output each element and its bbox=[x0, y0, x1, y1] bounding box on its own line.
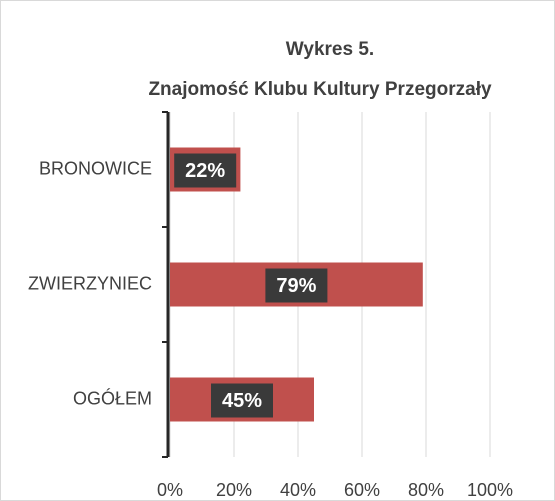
chart-title: Wykres 5. bbox=[286, 39, 374, 60]
y-tick-label: ZWIERZYNIEC bbox=[28, 273, 152, 293]
x-tick-label: 80% bbox=[408, 480, 444, 500]
data-label-box bbox=[211, 383, 273, 418]
data-label: 22% bbox=[185, 160, 225, 182]
data-label: 79% bbox=[276, 275, 316, 297]
x-tick-label: 0% bbox=[157, 480, 183, 500]
data-label-box bbox=[174, 153, 237, 188]
data-label: 45% bbox=[222, 390, 262, 412]
x-tick-label: 60% bbox=[344, 480, 380, 500]
data-label-box bbox=[265, 268, 328, 303]
y-tick-label: BRONOWICE bbox=[39, 158, 152, 178]
x-tick-label: 20% bbox=[216, 480, 252, 500]
x-tick-label: 100% bbox=[467, 480, 513, 500]
x-tick-label: 40% bbox=[280, 480, 316, 500]
chart-subtitle: Znajomość Klubu Kultury Przegorzały bbox=[148, 79, 492, 100]
y-tick-label: OGÓŁEM bbox=[73, 387, 152, 408]
